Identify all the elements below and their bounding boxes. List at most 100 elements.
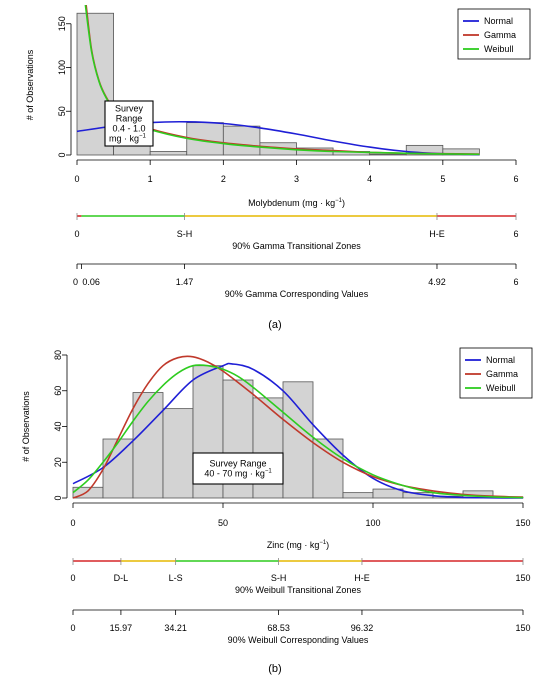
- annotation-line: Survey Range: [209, 459, 266, 469]
- zone-tick-label: L-S: [169, 573, 183, 583]
- panel-label: (b): [268, 663, 281, 675]
- values-tick-label: 68.53: [267, 623, 290, 633]
- legend-entry: Normal: [486, 355, 515, 365]
- x-tick-label: 5: [440, 174, 445, 184]
- annotation-line: Range: [116, 114, 143, 124]
- y-tick-label: 20: [53, 457, 63, 467]
- x-tick-label: 6: [513, 174, 518, 184]
- annotation-box: [192, 452, 284, 485]
- series-line-weibull: [72, 364, 524, 499]
- y-tick-label: 50: [57, 106, 67, 116]
- legend-entry: Gamma: [484, 30, 516, 40]
- y-axis-label: # of Observations: [25, 49, 35, 120]
- zone-tick-label: H-E: [354, 573, 370, 583]
- x-axis-label-text: Zinc (mg · kg: [267, 540, 320, 550]
- zone-tick-label: 150: [515, 573, 530, 583]
- histogram-bar: [369, 153, 407, 156]
- corresponding-values-axis: 0 15.97 34.21 68.53 96.32 150 90% Weibull Corr…: [70, 609, 531, 645]
- y-tick-label: 60: [53, 386, 63, 396]
- zone-tick-label: H-E: [429, 229, 445, 239]
- annotation-text: mg · kg: [109, 134, 139, 144]
- histogram-bar: [102, 438, 134, 499]
- x-axis-label: Molybdenum (mg · kg−1): [248, 198, 345, 208]
- zone-tick-label: 6: [513, 229, 518, 239]
- annotation-text: Survey: [115, 104, 144, 114]
- x-axis-label-end: ): [326, 540, 329, 550]
- x-tick-label: 0: [70, 518, 75, 528]
- x-axis-label-text: Molybdenum (mg · kg: [248, 198, 335, 208]
- legend-entry: Gamma: [486, 369, 518, 379]
- values-tick-label: 96.32: [351, 623, 374, 633]
- values-tick-label: 4.92: [428, 277, 446, 287]
- x-axis-label-sup: −1: [319, 540, 327, 546]
- annotation-text: Range: [116, 114, 143, 124]
- values-tick-label: 34.21: [164, 623, 187, 633]
- annotation-sup: −1: [139, 134, 147, 140]
- x-axis-label-end: ): [342, 198, 345, 208]
- x-tick-label: 3: [294, 174, 299, 184]
- annotation-sup: −1: [265, 469, 273, 475]
- values-tick-label: 0: [73, 277, 78, 287]
- legend-entry: Weibull: [486, 383, 515, 393]
- x-axis: 0 50 100 150 Zinc (mg · kg−1): [70, 502, 531, 550]
- x-axis-label-sup: −1: [335, 198, 343, 204]
- y-tick-label: 0: [57, 152, 67, 157]
- y-tick-label: 40: [53, 421, 63, 431]
- y-axis: 0 50 100 150 # of Observations: [25, 16, 72, 158]
- y-tick-label: 0: [53, 495, 63, 500]
- transitional-zones: 0 S-H H-E 6 90% Gamma Transitional Zones: [74, 213, 519, 251]
- zone-tick-label: S-H: [177, 229, 193, 239]
- zones-label: 90% Gamma Transitional Zones: [232, 241, 361, 251]
- histogram-bar: [132, 392, 164, 499]
- values-tick-label: 0: [70, 623, 75, 633]
- zone-tick-label: 0: [74, 229, 79, 239]
- values-tick-label: 150: [515, 623, 530, 633]
- histogram-bar: [162, 408, 194, 499]
- histogram-bar: [372, 488, 404, 499]
- y-tick-label: 150: [57, 16, 67, 31]
- annotation-line: 40 - 70 mg · kg−1: [204, 469, 272, 479]
- x-tick-label: 2: [221, 174, 226, 184]
- x-tick-label: 4: [367, 174, 372, 184]
- legend-entry: Weibull: [484, 44, 513, 54]
- y-tick-label: 80: [53, 350, 63, 360]
- annotation-line: 0.4 - 1.0: [112, 124, 145, 134]
- legend-box: [457, 8, 531, 60]
- transitional-zones: 0 D-L L-S S-H H-E 150 90% Weibull Transitional…: [70, 558, 531, 595]
- annotation-text: 0.4 - 1.0: [112, 124, 145, 134]
- values-tick-label: 1.47: [176, 277, 194, 287]
- values-tick-label: 6: [513, 277, 518, 287]
- y-axis-label: # of Observations: [21, 391, 31, 462]
- zone-tick-label: 0: [70, 573, 75, 583]
- series-line-weibull: [84, 5, 480, 156]
- histogram-bar: [149, 151, 188, 156]
- annotation-text: 40 - 70 mg · kg: [204, 469, 265, 479]
- x-tick-label: 150: [515, 518, 530, 528]
- values-axis-label: 90% Gamma Corresponding Values: [225, 289, 369, 299]
- y-axis: 0 20 40 60 80 # of Observations: [21, 350, 68, 501]
- legend-entry: Normal: [484, 16, 513, 26]
- x-tick-label: 100: [365, 518, 380, 528]
- annotation-box: [104, 100, 154, 147]
- panel-label: (a): [268, 319, 281, 331]
- legend-box: [459, 347, 533, 399]
- histogram-bar: [222, 125, 261, 156]
- values-tick-label: 0.06: [82, 277, 100, 287]
- x-tick-label: 50: [218, 518, 228, 528]
- zone-tick-label: D-L: [114, 573, 129, 583]
- corresponding-values-axis: 0 0.06 1.47 4.92 6 90% Gamma Corresponding Va…: [73, 263, 519, 299]
- legend: Normal Gamma Weibull: [457, 8, 531, 60]
- x-axis-label: Zinc (mg · kg−1): [267, 540, 329, 550]
- histogram-bar: [342, 492, 374, 499]
- annotation-line: mg · kg−1: [109, 134, 147, 144]
- series-line-gamma: [72, 355, 524, 499]
- y-tick-label: 100: [57, 60, 67, 75]
- annotation-text: Survey Range: [209, 459, 266, 469]
- series-line-normal: [72, 362, 524, 499]
- values-tick-label: 15.97: [110, 623, 133, 633]
- zone-tick-label: S-H: [271, 573, 287, 583]
- legend: Normal Gamma Weibull: [459, 347, 533, 399]
- x-tick-label: 0: [74, 174, 79, 184]
